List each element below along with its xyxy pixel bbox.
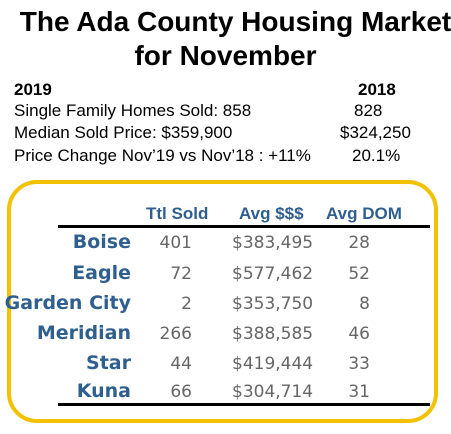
title-line-2: for November	[134, 40, 317, 71]
city-name: Kuna	[76, 380, 131, 402]
table-frame	[7, 180, 438, 423]
avg-price-value: $383,495	[232, 233, 314, 253]
median-price-2018: $324,250	[340, 123, 411, 142]
city-name: Boise	[72, 231, 131, 253]
ttl-sold-value: 401	[159, 233, 192, 253]
homes-sold-2018: 828	[354, 101, 383, 120]
city-name: Star	[86, 352, 131, 374]
avg-dom-value: 46	[348, 324, 370, 344]
homes-sold-label: Single Family Homes Sold: 858	[14, 101, 252, 120]
avg-price-value: $419,444	[232, 354, 314, 374]
ttl-sold-value: 66	[170, 382, 192, 402]
avg-price-value: $388,585	[232, 324, 314, 344]
ttl-sold-value: 2	[181, 294, 192, 314]
avg-dom-value: 28	[348, 233, 370, 253]
header-avg-price: Avg $$$	[239, 204, 304, 223]
ttl-sold-value: 266	[159, 324, 192, 344]
year-2018-heading: 2018	[358, 80, 396, 99]
avg-dom-value: 31	[348, 382, 370, 402]
price-change-label: Price Change Nov’19 vs Nov’18 : +11%	[14, 146, 311, 165]
title-line-1: The Ada County Housing Market	[19, 6, 451, 37]
ttl-sold-value: 72	[170, 264, 192, 284]
city-name: Meridian	[36, 322, 131, 344]
ttl-sold-value: 44	[170, 354, 192, 374]
city-name: Garden City	[4, 292, 131, 314]
avg-dom-value: 52	[348, 264, 370, 284]
city-name: Eagle	[72, 262, 131, 284]
table-top-rule	[58, 225, 430, 228]
price-change-2018: 20.1%	[352, 146, 401, 165]
avg-price-value: $577,462	[232, 264, 314, 284]
avg-price-value: $304,714	[232, 382, 314, 402]
avg-dom-value: 8	[359, 294, 370, 314]
header-avg-dom: Avg DOM	[326, 204, 402, 223]
year-2019-heading: 2019	[14, 80, 52, 99]
header-ttl-sold: Ttl Sold	[146, 204, 209, 223]
avg-price-value: $353,750	[232, 294, 314, 314]
median-price-label: Median Sold Price: $359,900	[14, 123, 233, 142]
table-bottom-rule	[58, 403, 430, 406]
avg-dom-value: 33	[348, 354, 370, 374]
